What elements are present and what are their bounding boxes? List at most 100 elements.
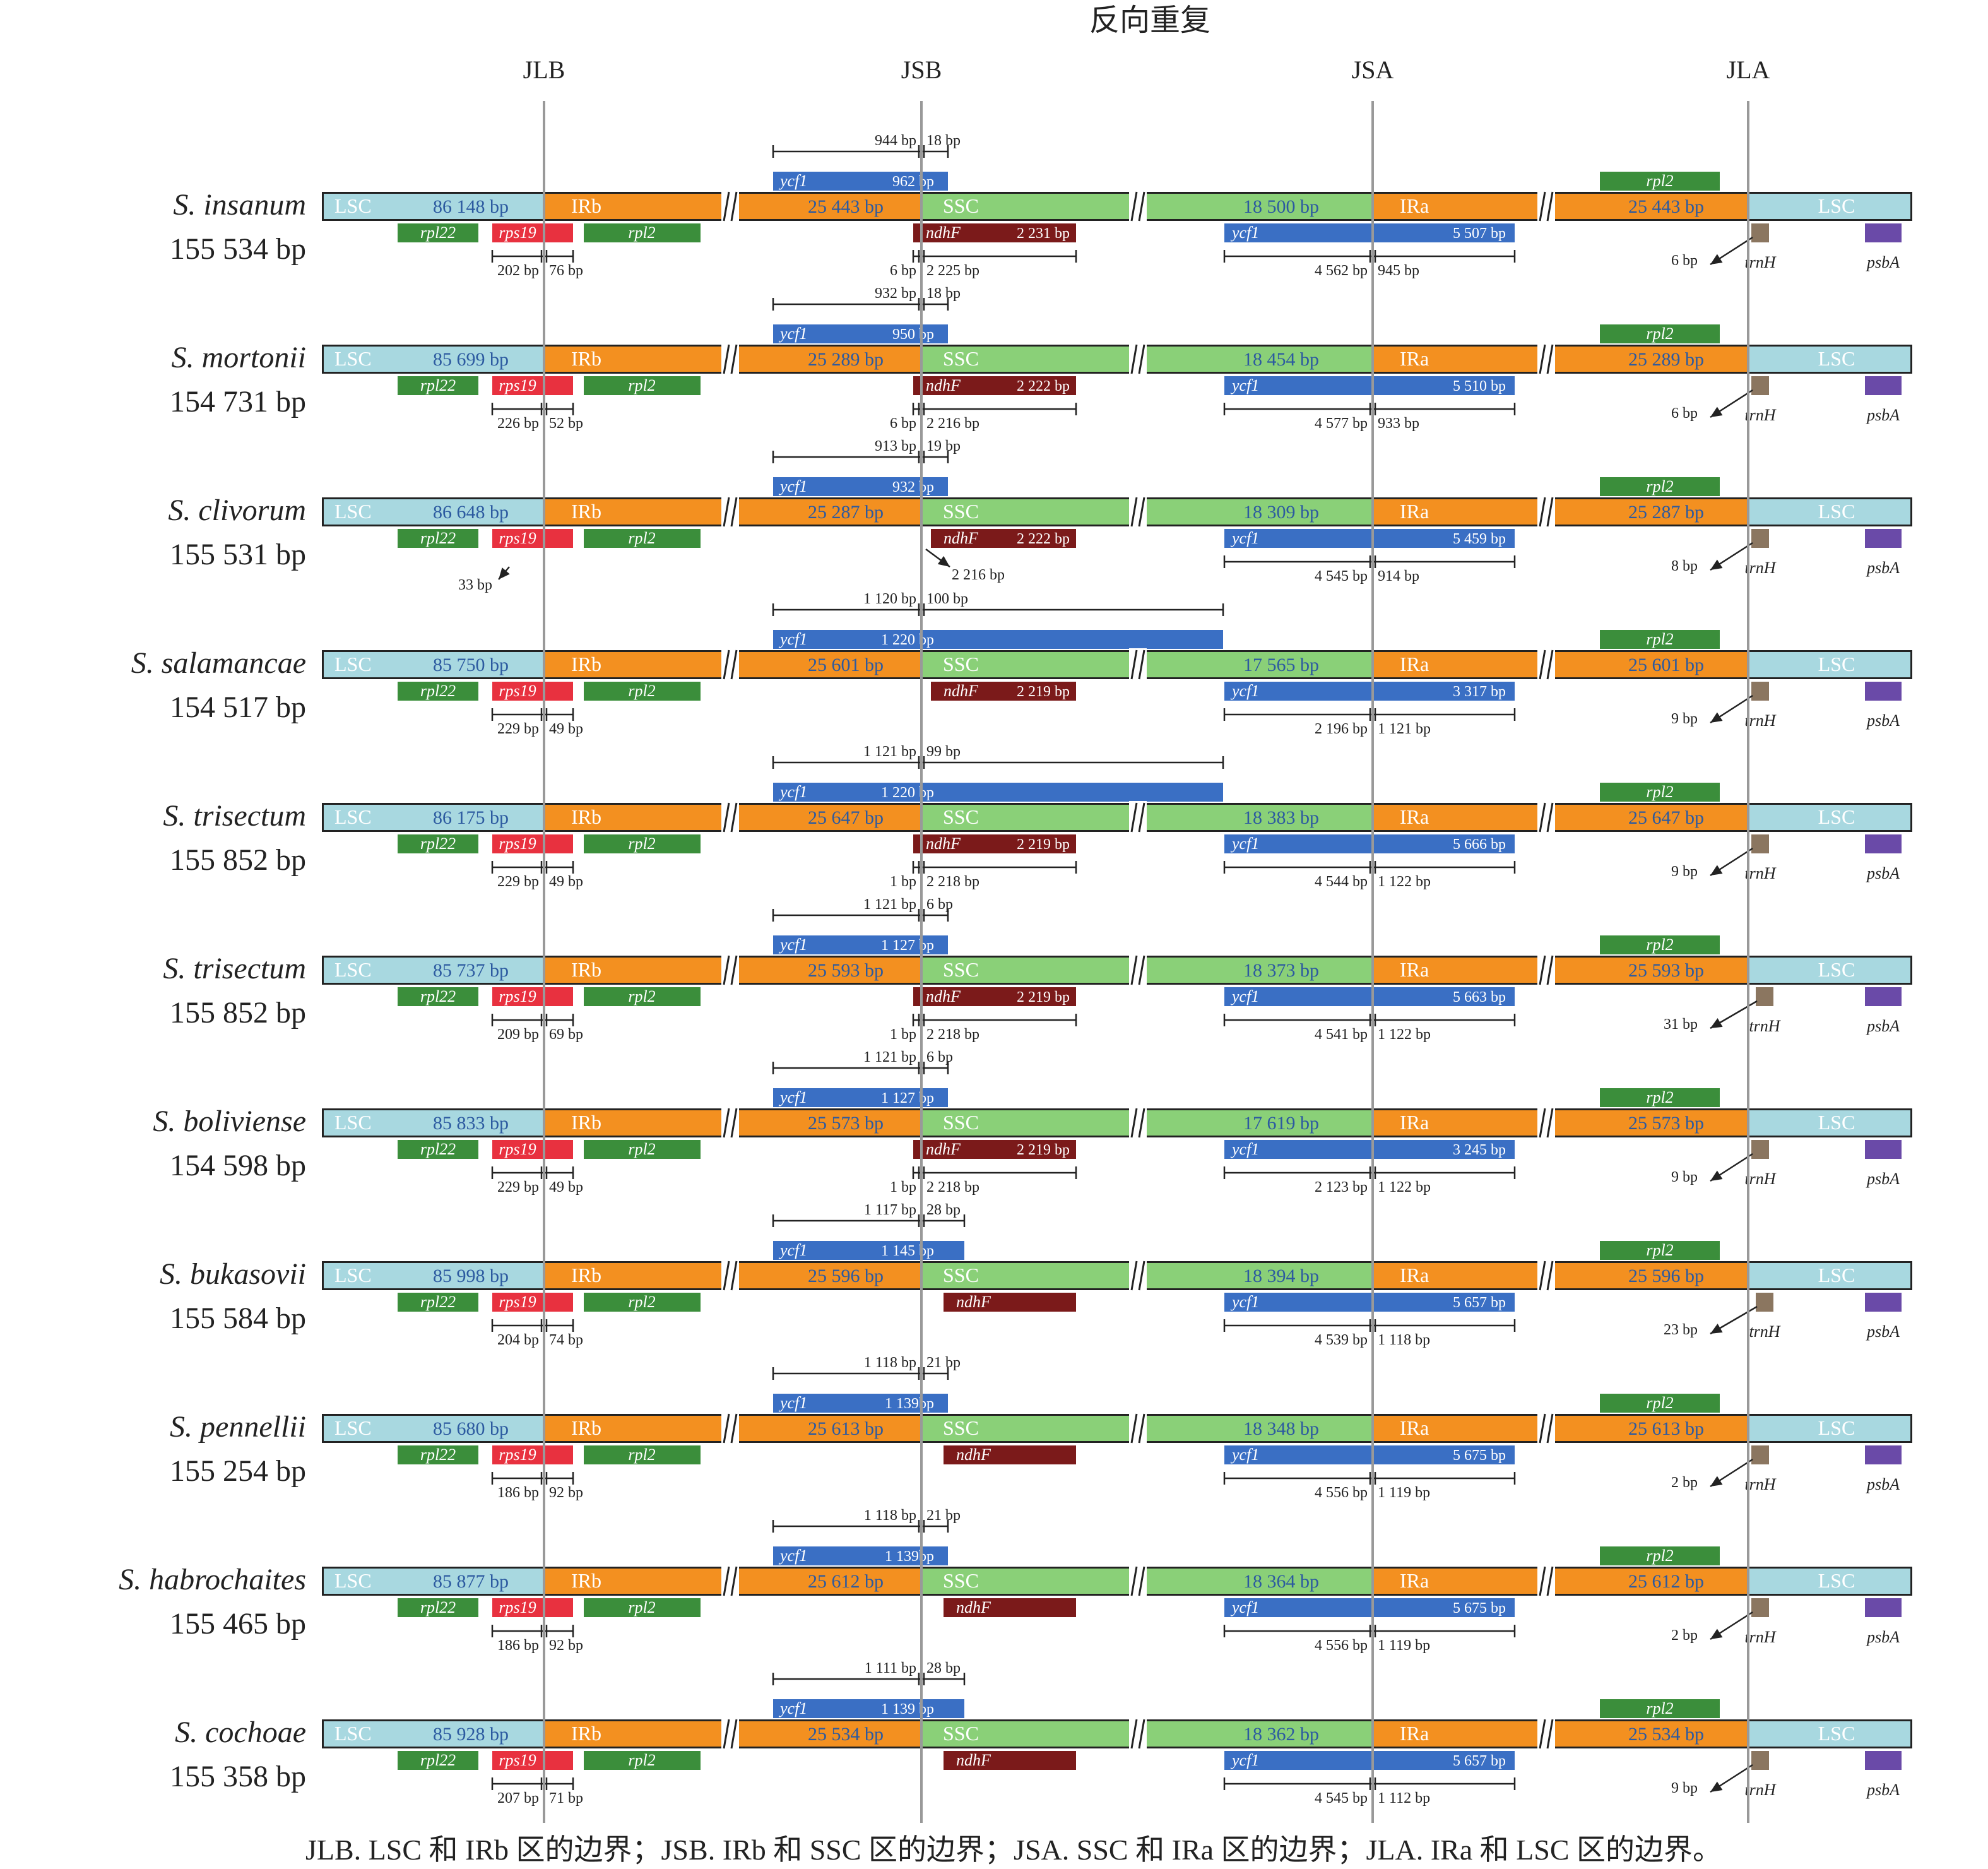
species-row: S. salamancae 154 517 bp ycf1 1 220 bp rpl2 1… bbox=[131, 591, 1912, 737]
ssc-region bbox=[921, 805, 1373, 830]
lsc-label-right: LSC bbox=[1818, 958, 1855, 981]
ycf1-top-gene-name: ycf1 bbox=[778, 1546, 807, 1565]
ycf1-bottom-gene bbox=[1224, 1293, 1515, 1312]
ira-label: IRa bbox=[1400, 958, 1429, 981]
measure-right-label: 49 bp bbox=[549, 874, 583, 890]
ssc-region bbox=[921, 1263, 1373, 1288]
trnH-gene-name: trnH bbox=[1744, 559, 1776, 577]
measure-bracket: 1 bp 2 218 bp bbox=[890, 1166, 1077, 1196]
ycf1-bottom-gene-name: ycf1 bbox=[1230, 987, 1259, 1006]
lsc-region-right bbox=[1748, 194, 1910, 219]
ycf1-top-gene bbox=[773, 172, 948, 191]
genome-size: 154 598 bp bbox=[170, 1149, 306, 1182]
measure-right-label: 92 bp bbox=[549, 1637, 583, 1654]
ira-region bbox=[1373, 1110, 1748, 1136]
break-slash bbox=[1130, 1566, 1138, 1596]
psbA-gene bbox=[1865, 834, 1902, 853]
ira-label: IRa bbox=[1400, 194, 1429, 217]
arrow-head bbox=[1710, 1629, 1723, 1639]
rpl2-bottom-gene bbox=[584, 529, 701, 548]
measure-left-label: 1 120 bp bbox=[863, 591, 916, 607]
break-mark bbox=[1129, 1565, 1147, 1598]
psbA-gene-name: psbA bbox=[1866, 864, 1900, 882]
measure-bracket: 207 bp 71 bp bbox=[491, 1777, 583, 1807]
lsc-label-right: LSC bbox=[1818, 1111, 1855, 1134]
measure-left-label: 6 bp bbox=[890, 263, 916, 279]
rps19-gene-name: rps19 bbox=[499, 529, 536, 547]
genome-size: 154 517 bp bbox=[170, 691, 306, 724]
measure-right-label: 2 218 bp bbox=[926, 1179, 979, 1196]
species-name: S. habrochaites bbox=[119, 1563, 306, 1596]
ssc-region bbox=[921, 194, 1373, 219]
rpl2-top-gene-name: rpl2 bbox=[1646, 1546, 1673, 1565]
break-slash bbox=[1130, 497, 1138, 527]
break-slash bbox=[1539, 802, 1546, 833]
break-mark bbox=[1129, 1718, 1147, 1750]
ira-label: IRa bbox=[1400, 1569, 1429, 1592]
species-row: S. habrochaites 155 465 bp ycf1 1 139bp rpl2… bbox=[119, 1507, 1912, 1654]
rps19-gene-name: rps19 bbox=[499, 1293, 536, 1311]
rps19-gene bbox=[492, 834, 573, 853]
measure-left-label: 2 123 bp bbox=[1315, 1179, 1368, 1196]
ycf1-top-gene bbox=[773, 1394, 948, 1413]
break-slash bbox=[723, 1108, 730, 1138]
lsc-region-right bbox=[1748, 499, 1910, 525]
psbA-gene-name: psbA bbox=[1866, 406, 1900, 424]
measure-bracket: 4 556 bp 1 119 bp bbox=[1223, 1625, 1516, 1654]
rps19-gene-name: rps19 bbox=[499, 834, 536, 853]
measure-right-label: 100 bp bbox=[926, 591, 968, 607]
psbA-gene-name: psbA bbox=[1866, 1628, 1900, 1646]
break-mark bbox=[721, 1718, 739, 1750]
measure-left-label: 229 bp bbox=[497, 1179, 539, 1196]
ndhF-gene bbox=[931, 682, 1076, 701]
rpl2-bottom-gene bbox=[584, 987, 701, 1006]
measure-bracket: 2 196 bp 1 121 bp bbox=[1223, 708, 1516, 737]
measure-bracket: 4 562 bp 945 bp bbox=[1223, 250, 1516, 279]
species-row: S. cochoae 155 358 bp ycf1 1 139 bp rpl2 1 11… bbox=[170, 1660, 1912, 1807]
rps19-gene-name: rps19 bbox=[499, 1751, 536, 1769]
lsc-label-right: LSC bbox=[1818, 347, 1855, 370]
measure-right-label: 19 bp bbox=[926, 438, 961, 454]
species-name: S. mortonii bbox=[172, 341, 306, 374]
psbA-gene bbox=[1865, 1140, 1902, 1159]
rpl2-bottom-gene-name: rpl2 bbox=[628, 1598, 655, 1617]
break-slash bbox=[730, 497, 738, 527]
ycf1-top-size: 932 bp bbox=[892, 479, 934, 495]
break-slash bbox=[1539, 1108, 1546, 1138]
break-mark bbox=[1129, 1412, 1147, 1445]
break-mark bbox=[721, 1107, 739, 1139]
rpl22-gene-name: rpl22 bbox=[420, 682, 456, 700]
rpl22-gene bbox=[398, 1445, 478, 1464]
species-name: S. boliviense bbox=[153, 1105, 306, 1138]
irb-size: 25 287 bp bbox=[808, 502, 884, 523]
measure-bracket: 4 556 bp 1 119 bp bbox=[1223, 1472, 1516, 1501]
ycf1-top-size: 1 220 bp bbox=[881, 785, 934, 801]
rps19-gene bbox=[492, 987, 573, 1006]
ssc-size: 17 565 bp bbox=[1243, 655, 1319, 675]
measure-bracket: 226 bp 52 bp bbox=[491, 403, 583, 432]
trnH-gene-name: trnH bbox=[1749, 1322, 1780, 1341]
ndhF-gene-name: ndhF bbox=[926, 987, 961, 1006]
ndhF-gene-name: ndhF bbox=[926, 376, 961, 395]
break-mark bbox=[721, 1412, 739, 1445]
measure-left-label: 4 556 bp bbox=[1315, 1637, 1368, 1654]
measure-right-label: 21 bp bbox=[926, 1507, 961, 1524]
measure-bracket: 2 123 bp 1 122 bp bbox=[1223, 1166, 1516, 1196]
ycf1-bottom-gene-name: ycf1 bbox=[1230, 529, 1259, 547]
measure-bracket: 1 121 bp 6 bp bbox=[772, 1049, 953, 1074]
measure-bracket: 229 bp 49 bp bbox=[491, 1166, 583, 1196]
rpl2-top-gene bbox=[1600, 172, 1720, 191]
measure-bracket: 4 539 bp 1 118 bp bbox=[1223, 1319, 1516, 1348]
break-slash bbox=[1138, 1413, 1145, 1444]
lsc-label: LSC bbox=[334, 1264, 372, 1286]
ira-region bbox=[1373, 652, 1748, 677]
irb-label: IRb bbox=[571, 958, 601, 981]
rpl22-gene bbox=[398, 1598, 478, 1617]
rpl2-top-gene-name: rpl2 bbox=[1646, 1699, 1673, 1718]
measure-bracket: 1 111 bp 28 bp bbox=[772, 1660, 966, 1685]
ycf1-top-size: 1 127 bp bbox=[881, 937, 934, 954]
measure-right-label: 1 119 bp bbox=[1378, 1485, 1430, 1501]
ycf1-top-gene bbox=[773, 1241, 964, 1260]
measure-bracket: 1 121 bp 6 bp bbox=[772, 896, 953, 922]
break-slash bbox=[1130, 955, 1138, 985]
